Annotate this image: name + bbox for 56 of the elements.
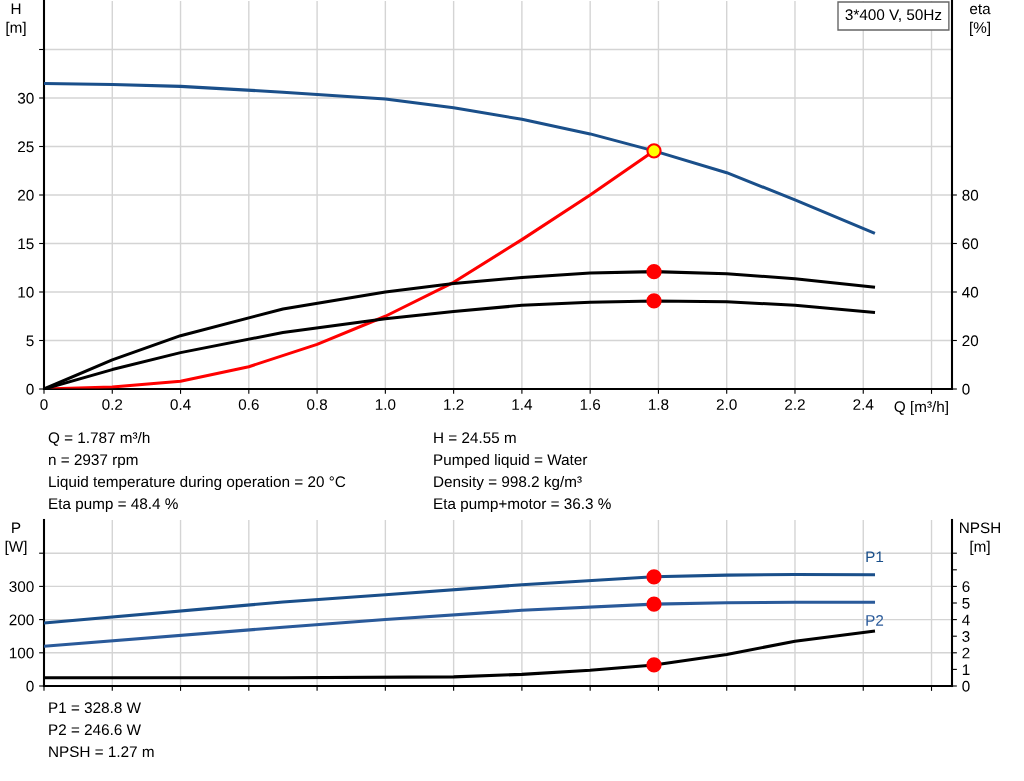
text: Q = 1.787 m³/h [48, 431, 150, 446]
y-axis-title: P [W] [5, 522, 27, 555]
y2-tick-label: 0 [962, 680, 970, 692]
y-tick-label: 200 [9, 614, 34, 626]
x-tick-label: 0.2 [102, 399, 123, 410]
x-tick-label: 2.0 [716, 399, 737, 410]
y-tick-label: 0 [26, 383, 34, 395]
x-tick-label: 2.2 [785, 399, 805, 410]
y2-tick-label: 20 [962, 335, 979, 347]
y-tick-label: 30 [17, 92, 34, 104]
y2-tick-label: 6 [962, 581, 970, 593]
y-tick-label: 15 [18, 238, 34, 250]
y2-axis-title: eta [%] [970, 4, 991, 36]
x-tick-label: 0.8 [307, 399, 328, 410]
text: Liquid temperature during operation = 20 °C [49, 475, 346, 491]
y-tick-label: 0 [26, 680, 34, 692]
annotation: 3*400 V, 50Hz [845, 9, 942, 22]
x-tick-label: 1.8 [648, 399, 669, 410]
y2-tick-label: 5 [962, 598, 970, 609]
x-tick-label: 1.0 [375, 399, 396, 410]
x-tick-label: 2.4 [853, 399, 874, 410]
text: P2 = 246.6 W [49, 724, 141, 736]
y-tick-label: 25 [18, 141, 34, 153]
x-tick-label: 0.4 [170, 399, 191, 410]
text: Eta pump = 48.4 % [49, 498, 178, 513]
y-axis-title: H [m] [6, 3, 26, 36]
y-tick-label: 10 [18, 286, 34, 298]
y-tick-label: 20 [18, 189, 34, 201]
y-tick-label: 100 [9, 647, 34, 659]
x-tick-label: 0.6 [238, 399, 259, 410]
series-label: P1 [866, 551, 884, 563]
y2-tick-label: 3 [962, 631, 970, 642]
text: P1 = 328.8 W [49, 702, 141, 714]
x-tick-label: 1.4 [512, 399, 533, 410]
y2-tick-label: 1 [962, 664, 970, 675]
text: NPSH = 1.27 m [49, 746, 154, 758]
y2-tick-label: 4 [962, 614, 970, 626]
y2-tick-label: 60 [962, 238, 979, 250]
y2-tick-label: 40 [962, 286, 979, 298]
y-tick-label: 5 [26, 335, 34, 347]
y2-tick-label: 0 [962, 383, 970, 395]
line-series [44, 81, 876, 235]
y2-axis-title: NPSH [m] [960, 522, 1000, 555]
y2-tick-label: 2 [962, 647, 970, 659]
y-tick-label: 300 [9, 581, 34, 593]
x-axis-title: Q [m³/h] [894, 400, 948, 416]
x-tick-label: 1.2 [444, 399, 464, 410]
text: Density = 998.2 kg/m³ [434, 475, 582, 491]
text: Eta pump+motor = 36.3 % [434, 498, 611, 513]
y2-tick-label: 80 [962, 189, 979, 201]
text: Pumped liquid = Water [434, 453, 588, 469]
x-tick-label: 0 [40, 399, 48, 410]
text: H = 24.55 m [434, 432, 516, 444]
x-tick-label: 1.6 [580, 399, 601, 410]
series-label: P2 [866, 615, 884, 626]
text: n = 2937 rpm [49, 454, 138, 469]
